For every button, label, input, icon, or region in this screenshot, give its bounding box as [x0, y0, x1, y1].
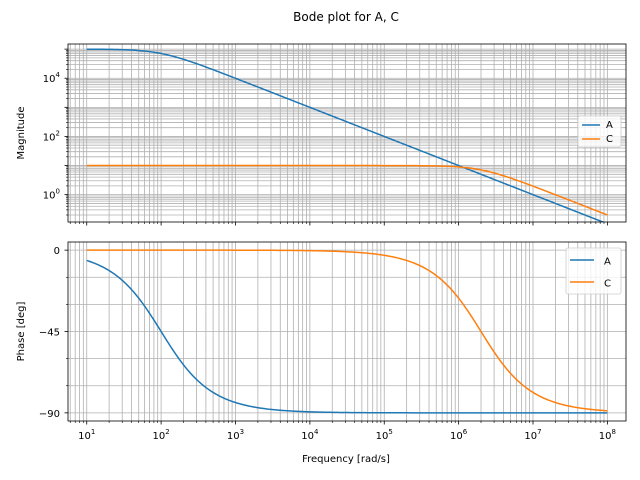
y-tick-label: 104	[43, 71, 61, 85]
series-line-C	[86, 164, 608, 216]
legend-label-A: A	[604, 257, 611, 268]
chart-title: Bode plot for A, C	[293, 10, 399, 24]
legend-label-C: C	[604, 279, 611, 290]
axes-frame	[67, 43, 627, 223]
legend-label-C: C	[606, 134, 613, 145]
x-tick-label: 103	[227, 428, 244, 442]
y-tick-label: −45	[39, 328, 60, 339]
y-axis-label: Phase [deg]	[16, 302, 27, 362]
x-tick-label: 104	[301, 428, 319, 442]
legend-label-A: A	[606, 120, 613, 131]
axes-frame	[67, 241, 627, 422]
x-tick-label: 107	[524, 428, 541, 442]
y-axis-label: Magnitude	[16, 107, 27, 160]
y-tick-label: −90	[39, 409, 60, 420]
y-tick-label: 102	[43, 129, 60, 143]
magnitude-subplot: 100 102 104 Magnitude AC	[16, 43, 627, 226]
y-tick-label: 0	[54, 246, 60, 257]
series-line-A	[86, 48, 605, 222]
series-line-C	[86, 249, 608, 412]
legend-box	[565, 247, 622, 295]
series-line-A	[86, 259, 608, 414]
x-tick-label: 108	[599, 428, 616, 442]
x-tick-label: 105	[376, 428, 393, 442]
y-tick-label: 100	[43, 188, 60, 202]
x-axis-label: Frequency [rad/s]	[302, 454, 390, 465]
x-tick-label: 106	[450, 428, 468, 442]
legend-box	[577, 115, 622, 148]
x-tick-label: 101	[78, 428, 95, 442]
x-tick-label: 102	[153, 428, 170, 442]
phase-subplot: 0 −45 −90 Phase [deg] AC 101 102 103 104 105 106 10…	[16, 241, 627, 442]
